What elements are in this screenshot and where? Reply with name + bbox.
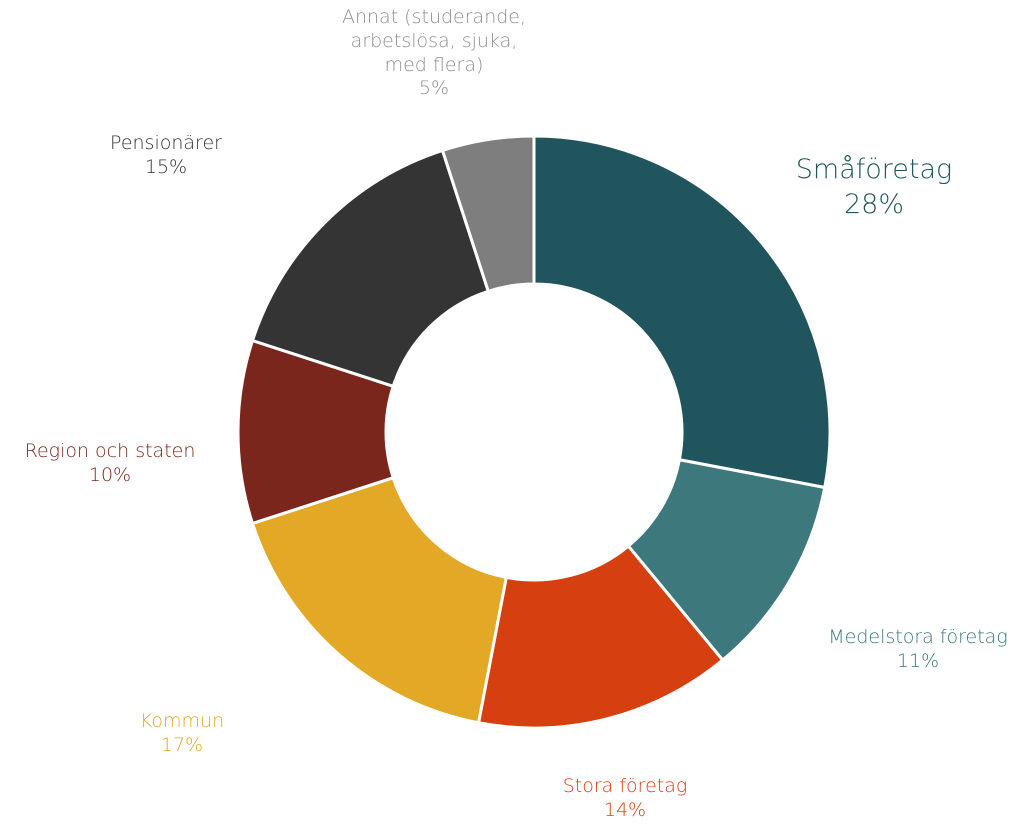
donut-slice-6 bbox=[250, 148, 490, 388]
label-smaforetag-value: 28% bbox=[843, 189, 904, 221]
label-pensionarer-value: 15% bbox=[144, 155, 188, 178]
label-smaforetag: Småföretag 28% bbox=[796, 152, 952, 222]
label-annat-name: Annat (studerande, arbetslösa, sjuka, me… bbox=[341, 6, 527, 76]
label-kommun-value: 17% bbox=[160, 733, 204, 756]
label-medelstora-foretag: Medelstora företag 11% bbox=[828, 626, 1007, 674]
label-smaforetag-name: Småföretag bbox=[795, 154, 953, 185]
label-stora-foretag: Stora företag 14% bbox=[563, 775, 688, 823]
label-annat-value: 5% bbox=[418, 77, 450, 100]
donut-slices bbox=[236, 134, 832, 730]
donut-slice-4 bbox=[250, 476, 508, 725]
label-stora-foretag-value: 14% bbox=[603, 798, 647, 821]
label-region-och-staten: Region och staten 10% bbox=[25, 440, 196, 488]
donut-slice-1 bbox=[532, 134, 832, 489]
label-stora-foretag-name: Stora företag bbox=[562, 775, 688, 797]
donut-slice-7 bbox=[441, 134, 536, 293]
label-region-och-staten-value: 10% bbox=[88, 463, 132, 486]
donut-slice-3 bbox=[477, 544, 725, 730]
label-medelstora-foretag-value: 11% bbox=[896, 649, 940, 672]
label-pensionarer: Pensionärer 15% bbox=[110, 132, 222, 180]
label-medelstora-foretag-name: Medelstora företag bbox=[828, 626, 1008, 648]
label-kommun-name: Kommun bbox=[139, 710, 225, 732]
label-kommun: Kommun 17% bbox=[140, 710, 224, 758]
label-pensionarer-name: Pensionärer bbox=[110, 132, 222, 154]
label-annat: Annat (studerande, arbetslösa, sjuka, me… bbox=[342, 6, 526, 101]
label-region-och-staten-name: Region och staten bbox=[24, 440, 196, 462]
